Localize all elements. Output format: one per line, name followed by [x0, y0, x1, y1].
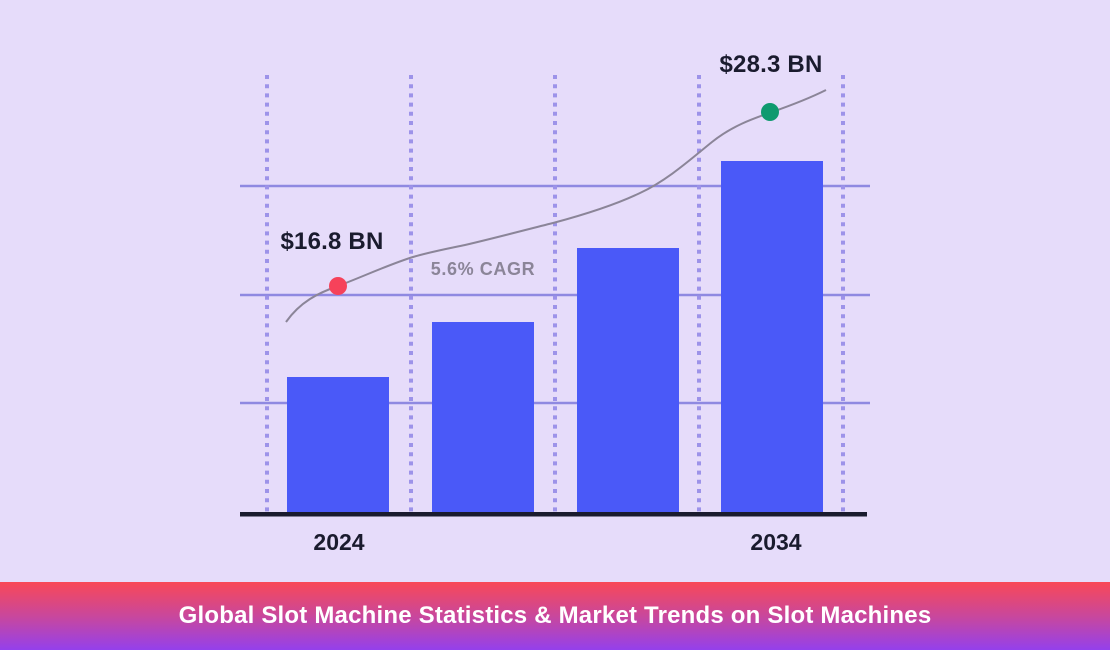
bar-3	[577, 248, 679, 513]
page-title: Global Slot Machine Statistics & Market …	[178, 602, 932, 629]
end-value-label: $28.3 BN	[719, 51, 823, 78]
x-axis	[240, 512, 867, 517]
trend-line	[285, 89, 827, 323]
title-banner: Global Slot Machine Statistics & Market …	[0, 582, 1110, 650]
market-growth-chart: $16.8 BN $28.3 BN 5.6% CAGR 2024 2034	[240, 51, 870, 555]
bar-4	[721, 161, 823, 513]
chart-canvas	[240, 75, 870, 517]
start-value-label: $16.8 BN	[280, 228, 384, 255]
bar-2	[432, 322, 534, 513]
x-axis-label-2024: 2024	[313, 529, 365, 555]
bar-1	[287, 377, 389, 513]
x-axis-label-2034: 2034	[750, 529, 802, 555]
cagr-annotation: 5.6% CAGR	[430, 259, 536, 279]
end-marker-2034	[761, 103, 779, 121]
start-marker-2024	[329, 277, 347, 295]
